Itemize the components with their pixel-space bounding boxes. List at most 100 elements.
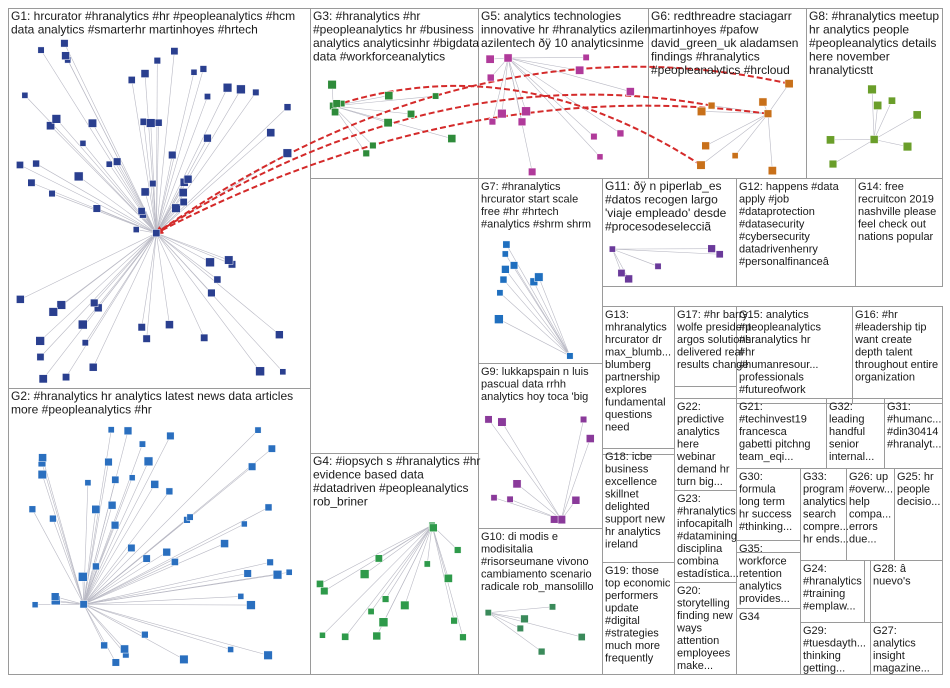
node[interactable]	[484, 609, 492, 617]
node[interactable]	[701, 141, 710, 150]
node[interactable]	[616, 129, 625, 138]
node[interactable]	[374, 554, 383, 563]
node[interactable]	[566, 352, 574, 360]
node[interactable]	[586, 434, 595, 443]
node[interactable]	[575, 65, 585, 75]
node[interactable]	[609, 245, 616, 253]
node[interactable]	[203, 134, 212, 143]
node[interactable]	[432, 92, 440, 100]
node[interactable]	[767, 166, 777, 175]
node[interactable]	[731, 152, 739, 159]
node[interactable]	[142, 334, 151, 343]
node[interactable]	[275, 330, 284, 339]
node[interactable]	[826, 135, 835, 145]
node[interactable]	[140, 187, 150, 197]
node[interactable]	[84, 479, 92, 487]
node[interactable]	[21, 92, 29, 99]
node[interactable]	[150, 480, 159, 489]
node[interactable]	[528, 167, 537, 176]
node[interactable]	[502, 240, 511, 249]
node[interactable]	[137, 323, 146, 332]
node[interactable]	[48, 307, 58, 317]
node[interactable]	[331, 108, 339, 116]
node[interactable]	[100, 641, 108, 650]
node[interactable]	[517, 117, 527, 126]
node[interactable]	[319, 632, 326, 639]
node[interactable]	[140, 69, 150, 78]
node[interactable]	[79, 140, 87, 147]
node[interactable]	[320, 587, 329, 596]
node[interactable]	[341, 632, 350, 641]
node[interactable]	[282, 148, 292, 158]
node[interactable]	[183, 174, 193, 184]
node[interactable]	[104, 457, 113, 467]
node[interactable]	[873, 101, 883, 110]
node[interactable]	[171, 203, 181, 213]
node[interactable]	[512, 479, 522, 489]
node[interactable]	[178, 188, 188, 197]
node[interactable]	[447, 134, 457, 143]
node[interactable]	[46, 121, 55, 131]
node[interactable]	[327, 80, 337, 90]
node[interactable]	[626, 87, 635, 96]
node[interactable]	[138, 440, 146, 448]
node[interactable]	[171, 558, 179, 566]
node[interactable]	[73, 171, 84, 182]
node[interactable]	[165, 487, 174, 496]
node[interactable]	[31, 601, 39, 608]
node[interactable]	[367, 608, 375, 615]
node[interactable]	[497, 109, 507, 119]
node[interactable]	[758, 97, 768, 107]
node[interactable]	[170, 47, 179, 56]
node[interactable]	[241, 520, 248, 528]
node[interactable]	[444, 574, 453, 583]
node[interactable]	[556, 515, 566, 525]
node[interactable]	[252, 88, 260, 96]
node[interactable]	[179, 654, 189, 664]
node[interactable]	[902, 142, 913, 152]
node[interactable]	[237, 593, 245, 600]
node[interactable]	[715, 250, 724, 259]
node[interactable]	[549, 603, 556, 611]
node[interactable]	[168, 150, 177, 160]
node[interactable]	[123, 426, 133, 436]
node[interactable]	[571, 495, 581, 505]
node[interactable]	[60, 39, 69, 48]
node[interactable]	[51, 114, 61, 124]
node[interactable]	[137, 207, 146, 215]
node[interactable]	[227, 646, 234, 653]
node[interactable]	[127, 543, 136, 552]
node[interactable]	[264, 503, 273, 512]
node[interactable]	[222, 83, 233, 93]
node[interactable]	[27, 178, 36, 187]
node[interactable]	[179, 198, 188, 206]
node[interactable]	[596, 153, 604, 161]
node[interactable]	[529, 277, 538, 286]
node[interactable]	[763, 109, 773, 118]
node[interactable]	[62, 373, 70, 382]
node[interactable]	[90, 298, 99, 307]
node[interactable]	[107, 501, 117, 510]
node[interactable]	[88, 363, 98, 372]
node[interactable]	[92, 562, 100, 571]
node[interactable]	[499, 275, 508, 284]
node[interactable]	[888, 96, 896, 105]
node[interactable]	[485, 54, 495, 64]
node[interactable]	[207, 288, 216, 298]
node[interactable]	[254, 426, 262, 434]
node[interactable]	[494, 314, 504, 324]
node[interactable]	[590, 133, 598, 141]
node[interactable]	[205, 257, 215, 267]
node[interactable]	[283, 103, 292, 111]
node[interactable]	[654, 262, 662, 270]
node[interactable]	[16, 161, 24, 169]
node[interactable]	[454, 546, 462, 554]
node[interactable]	[113, 157, 122, 166]
node[interactable]	[143, 456, 154, 467]
node[interactable]	[166, 431, 175, 440]
node[interactable]	[459, 633, 467, 641]
node[interactable]	[384, 91, 394, 100]
node[interactable]	[266, 558, 274, 566]
node[interactable]	[110, 521, 120, 530]
node[interactable]	[580, 415, 588, 423]
